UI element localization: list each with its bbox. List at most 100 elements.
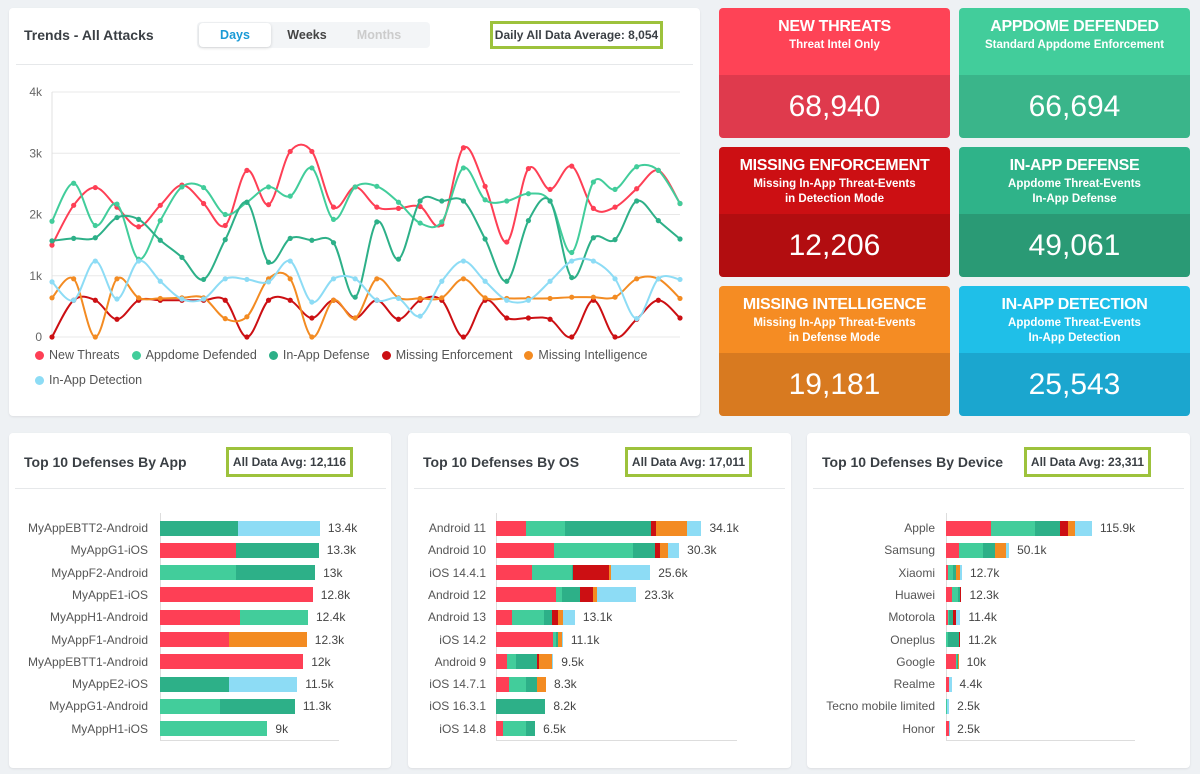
data-point[interactable]	[547, 316, 553, 322]
stacked-bar[interactable]	[160, 609, 308, 625]
data-point[interactable]	[49, 238, 55, 244]
bar-segment-new-threats[interactable]	[496, 565, 533, 581]
bar-segment-in-app-defense[interactable]	[544, 609, 553, 625]
bar-segment-appdome-defended[interactable]	[512, 609, 545, 625]
bar-segment-missing-intelligence[interactable]	[957, 654, 959, 670]
data-point[interactable]	[330, 216, 337, 222]
data-point[interactable]	[525, 297, 532, 303]
card-missing-enforcement[interactable]: MISSING ENFORCEMENT Missing In-App Threat…	[719, 147, 950, 277]
bar-segment-new-threats[interactable]	[160, 654, 304, 670]
bar-segment-appdome-defended[interactable]	[947, 565, 953, 581]
bar-segment-in-app-detection[interactable]	[948, 721, 950, 737]
data-point[interactable]	[244, 276, 250, 283]
data-point[interactable]	[309, 237, 315, 243]
stacked-bar[interactable]	[160, 654, 304, 670]
stacked-bar[interactable]	[160, 520, 320, 536]
data-point[interactable]	[634, 164, 640, 170]
bar-segment-in-app-defense[interactable]	[496, 698, 546, 714]
data-point[interactable]	[569, 258, 575, 264]
data-point[interactable]	[92, 184, 98, 191]
data-point[interactable]	[677, 236, 683, 242]
data-point[interactable]	[374, 276, 380, 282]
data-point[interactable]	[265, 297, 272, 303]
data-point[interactable]	[504, 239, 510, 245]
data-point[interactable]	[439, 219, 445, 225]
bar-segment-new-threats[interactable]	[160, 632, 230, 647]
data-point[interactable]	[287, 235, 293, 241]
bar-segment-missing-intelligence[interactable]	[659, 542, 668, 558]
bar-segment-new-threats[interactable]	[496, 721, 504, 737]
bar-segment-missing-enforcement[interactable]	[579, 587, 593, 603]
stacked-bar[interactable]	[160, 632, 307, 647]
bar-segment-missing-enforcement[interactable]	[1059, 520, 1068, 536]
stacked-bar[interactable]	[946, 632, 961, 647]
bar-segment-missing-intelligence[interactable]	[558, 609, 564, 625]
bar-segment-appdome-defended[interactable]	[946, 632, 948, 647]
data-point[interactable]	[655, 276, 661, 282]
stacked-bar[interactable]	[496, 520, 702, 536]
data-point[interactable]	[157, 237, 163, 243]
tab-days[interactable]: Days	[199, 23, 271, 47]
stacked-bar[interactable]	[496, 542, 680, 558]
data-point[interactable]	[92, 222, 98, 229]
bar-segment-new-threats[interactable]	[946, 565, 948, 581]
data-point[interactable]	[655, 167, 661, 173]
bar-segment-missing-enforcement[interactable]	[536, 654, 540, 670]
bar-segment-in-app-defense[interactable]	[160, 676, 230, 692]
data-point[interactable]	[157, 295, 163, 302]
data-point[interactable]	[590, 294, 596, 300]
data-point[interactable]	[330, 297, 337, 303]
bar-segment-missing-intelligence[interactable]	[1067, 520, 1076, 536]
bar-segment-missing-intelligence[interactable]	[558, 632, 563, 647]
bar-segment-appdome-defended[interactable]	[239, 609, 308, 625]
data-point[interactable]	[612, 276, 618, 282]
data-point[interactable]	[374, 219, 380, 225]
bar-segment-appdome-defended[interactable]	[552, 632, 557, 647]
stacked-bar[interactable]	[946, 587, 962, 603]
data-point[interactable]	[439, 295, 445, 301]
tab-weeks[interactable]: Weeks	[287, 28, 327, 42]
bar-segment-appdome-defended[interactable]	[503, 721, 527, 737]
data-point[interactable]	[547, 295, 553, 302]
bar-segment-missing-intelligence[interactable]	[609, 565, 612, 581]
bar-segment-new-threats[interactable]	[946, 609, 949, 625]
bar-segment-appdome-defended[interactable]	[554, 542, 634, 558]
data-point[interactable]	[417, 295, 423, 302]
bar-segment-missing-enforcement[interactable]	[959, 587, 962, 603]
data-point[interactable]	[330, 276, 337, 282]
data-point[interactable]	[634, 186, 640, 192]
bar-segment-appdome-defended[interactable]	[958, 542, 983, 558]
bar-segment-in-app-defense[interactable]	[956, 654, 958, 670]
bar-segment-appdome-defended[interactable]	[555, 587, 562, 603]
data-point[interactable]	[92, 334, 98, 340]
bar-segment-in-app-detection[interactable]	[686, 520, 702, 536]
data-point[interactable]	[569, 163, 575, 169]
bar-segment-appdome-defended[interactable]	[509, 676, 526, 692]
stacked-bar[interactable]	[496, 565, 651, 581]
bar-segment-new-threats[interactable]	[496, 676, 510, 692]
bar-segment-in-app-detection[interactable]	[597, 587, 637, 603]
data-point[interactable]	[352, 276, 358, 282]
data-point[interactable]	[71, 180, 77, 186]
stacked-bar[interactable]	[946, 542, 1010, 558]
bar-segment-in-app-detection[interactable]	[229, 676, 298, 692]
data-point[interactable]	[49, 295, 55, 301]
legend-item-in-app-defense[interactable]: In-App Defense	[268, 348, 370, 362]
bar-segment-in-app-detection[interactable]	[611, 565, 651, 581]
stacked-bar[interactable]	[946, 609, 961, 625]
bar-segment-appdome-defended[interactable]	[948, 609, 950, 625]
data-point[interactable]	[569, 249, 575, 256]
data-point[interactable]	[395, 316, 402, 322]
bar-segment-in-app-defense[interactable]	[564, 520, 651, 536]
bar-segment-in-app-defense[interactable]	[526, 721, 536, 737]
data-point[interactable]	[157, 202, 163, 208]
data-point[interactable]	[114, 214, 120, 221]
data-point[interactable]	[136, 258, 142, 264]
data-point[interactable]	[504, 315, 510, 321]
data-point[interactable]	[569, 334, 575, 340]
stacked-bar[interactable]	[160, 587, 313, 603]
data-point[interactable]	[482, 278, 488, 284]
bar-segment-in-app-defense[interactable]	[982, 542, 996, 558]
bar-segment-in-app-detection[interactable]	[563, 609, 575, 625]
data-point[interactable]	[655, 218, 661, 224]
